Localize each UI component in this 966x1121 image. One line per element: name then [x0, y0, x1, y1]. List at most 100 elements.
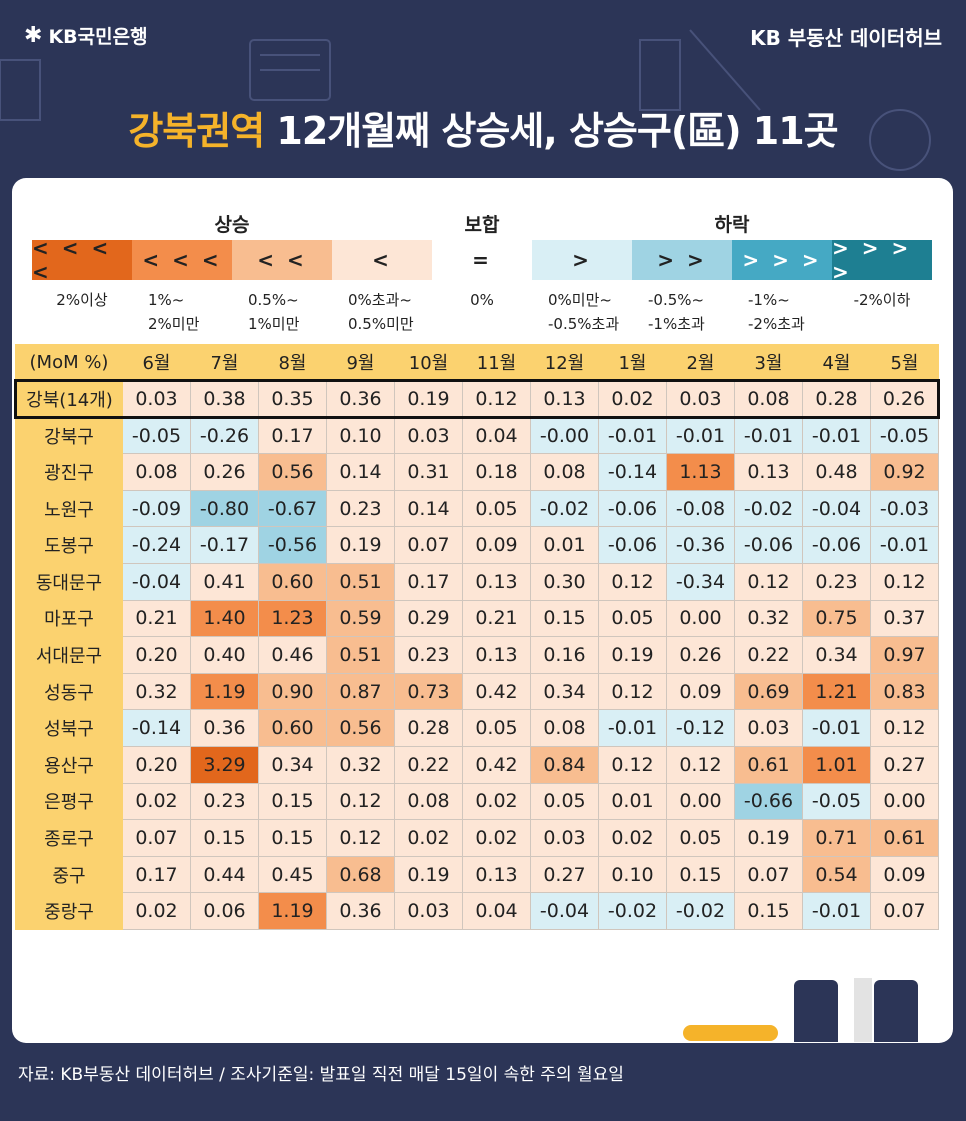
table-cell: 0.36 [190, 709, 259, 747]
table-cell: 0.08 [394, 782, 463, 821]
legend-label: 0% [470, 291, 494, 309]
table-cell: 0.56 [326, 709, 395, 747]
column-header: 10월 [394, 344, 463, 381]
source-footer: 자료: KB부동산 데이터허브 / 조사기준일: 발표일 직전 매달 15일이 … [18, 1065, 624, 1085]
table-cell: 0.00 [870, 782, 939, 821]
decorative-book [794, 980, 838, 1042]
legend-label: 0%미만~ -0.5%초과 [548, 291, 620, 333]
table-cell: 0.68 [326, 855, 395, 894]
row-header: 성동구 [15, 672, 123, 711]
column-header: 2월 [666, 344, 735, 381]
table-cell: 0.04 [462, 892, 531, 930]
table-cell: 0.44 [190, 855, 259, 894]
decorative-pill [683, 1025, 778, 1041]
table-cell: 0.31 [394, 453, 463, 491]
table-cell: 0.02 [598, 379, 667, 419]
table-cell: -0.06 [734, 526, 803, 564]
table-cell: 0.27 [870, 745, 939, 784]
table-cell: 0.13 [462, 855, 531, 894]
table-cell: 0.17 [258, 416, 327, 455]
legend-swatch: > > [632, 240, 732, 280]
row-header: 은평구 [15, 782, 123, 821]
table-cell: -0.06 [598, 489, 667, 528]
table-row: 도봉구 -0.24 -0.17 -0.56 0.19 0.07 0.09 0.01 -0.06-… [15, 526, 939, 564]
row-header: 광진구 [15, 453, 123, 491]
table-cell: 1.19 [190, 672, 259, 711]
table-cell: 0.12 [598, 672, 667, 711]
table-cell: 1.19 [258, 892, 327, 930]
table-cell: 0.18 [462, 453, 531, 491]
row-header: 성북구 [15, 709, 123, 747]
table-cell: 0.14 [394, 489, 463, 528]
row-header: 강북(14개) [14, 379, 123, 419]
table-cell: 0.14 [326, 453, 395, 491]
top-bar: ✱ KB국민은행 KB 부동산 데이터허브 [0, 0, 966, 70]
table-cell: 0.32 [734, 599, 803, 638]
legend: 상승 보합 하락 < < < < 2%이상 < < < 1%~ 2%미만 < < 0.5%~ 1… [32, 210, 936, 370]
column-header: 6월 [122, 344, 191, 381]
table-cell: 0.05 [666, 819, 735, 857]
table-cell: 0.23 [802, 562, 871, 601]
legend-swatch: > [532, 240, 632, 280]
table-cell: 0.15 [530, 599, 599, 638]
table-cell: 0.09 [462, 526, 531, 564]
table-cell: 0.02 [122, 782, 191, 821]
table-cell: 0.13 [530, 379, 599, 419]
table-cell: -0.80 [190, 489, 259, 528]
table-cell: 0.17 [394, 562, 463, 601]
table-cell: 0.26 [190, 453, 259, 491]
table-cell: 0.23 [326, 489, 395, 528]
table-cell: -0.01 [598, 709, 667, 747]
column-header: 4월 [802, 344, 871, 381]
table-cell: 0.07 [394, 526, 463, 564]
table-cell: 0.87 [326, 672, 395, 711]
column-header: 12월 [530, 344, 599, 381]
table-row: 동대문구 -0.04 0.41 0.60 0.51 0.17 0.13 0.30 0.12 -0.… [15, 562, 939, 601]
table-cell: -0.04 [122, 562, 191, 601]
table-cell: 0.23 [394, 636, 463, 674]
kb-logo: ✱ KB국민은행 [24, 22, 148, 49]
table-cell: 0.12 [870, 562, 939, 601]
row-header: 도봉구 [15, 526, 123, 564]
row-header: 용산구 [15, 745, 123, 784]
table-cell: 0.69 [734, 672, 803, 711]
row-header: 중랑구 [15, 892, 123, 930]
table-cell: 0.36 [326, 379, 395, 419]
table-cell: -0.08 [666, 489, 735, 528]
table-cell: 0.71 [802, 819, 871, 857]
table-row: 노원구 -0.09 -0.80 -0.67 0.23 0.14 0.05 -0.02 -0.06… [15, 489, 939, 528]
table-cell: 0.60 [258, 562, 327, 601]
table-cell: 0.13 [462, 636, 531, 674]
table-cell: 0.48 [802, 453, 871, 491]
table-cell: 0.19 [394, 379, 463, 419]
row-header: 종로구 [15, 819, 123, 857]
table-cell: 0.40 [190, 636, 259, 674]
table-corner-label: (MoM %) [15, 344, 123, 381]
table-cell: 3.29 [190, 745, 259, 784]
table-cell: 0.59 [326, 599, 395, 638]
table-cell: 0.19 [598, 636, 667, 674]
table-cell: 0.36 [326, 892, 395, 930]
column-header: 3월 [734, 344, 803, 381]
table-cell: 0.84 [530, 745, 599, 784]
row-header: 서대문구 [15, 636, 123, 674]
table-cell: -0.06 [598, 526, 667, 564]
table-row: 마포구 0.21 1.40 1.23 0.59 0.29 0.21 0.15 0.05 0.00 0… [15, 599, 939, 638]
table-cell: 0.73 [394, 672, 463, 711]
table-cell: 0.01 [598, 782, 667, 821]
legend-group-title: 하락 [714, 214, 750, 236]
column-header: 11월 [462, 344, 531, 381]
table-cell: 0.08 [122, 453, 191, 491]
legend-group-title: 보합 [464, 214, 500, 236]
table-cell: 0.05 [530, 782, 599, 821]
legend-swatch: < < < [132, 240, 232, 280]
table-cell: -0.17 [190, 526, 259, 564]
table-cell: 0.00 [666, 782, 735, 821]
table-cell: 0.03 [122, 379, 191, 419]
table-cell: 0.83 [870, 672, 939, 711]
table-cell: -0.01 [870, 526, 939, 564]
table-row: 서대문구 0.20 0.40 0.46 0.51 0.23 0.13 0.16 0.19 0.26… [15, 636, 939, 674]
table-cell: -0.14 [598, 453, 667, 491]
table-cell: 0.07 [870, 892, 939, 930]
logo-text: KB국민은행 [48, 26, 148, 48]
